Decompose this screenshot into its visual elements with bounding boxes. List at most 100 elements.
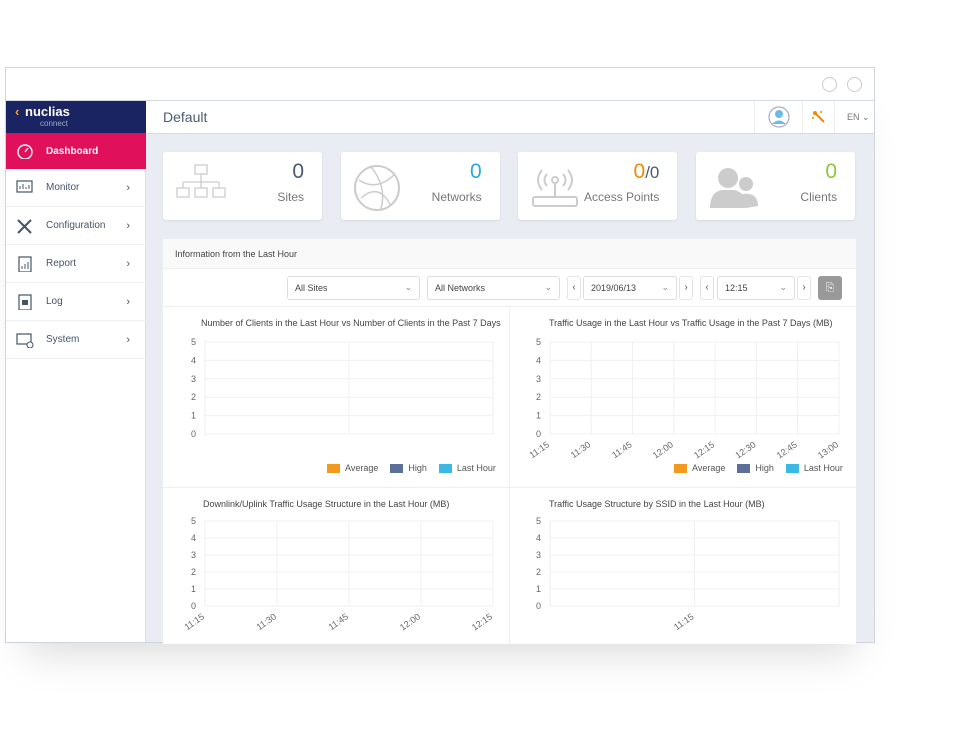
y-tick-label: 1 — [536, 411, 541, 421]
x-tick-label: 11:15 — [672, 611, 696, 632]
chart-title: Traffic Usage Structure by SSID in the L… — [549, 499, 765, 509]
sidebar-item-dashboard[interactable]: Dashboard — [6, 133, 146, 169]
stat-label: Sites — [277, 190, 304, 204]
stat-label: Clients — [800, 190, 838, 204]
sidebar-item-label: Report — [46, 258, 77, 269]
network-select-value: All Networks — [435, 283, 486, 293]
legend-item[interactable]: Average — [327, 463, 378, 474]
network-select[interactable]: All Networks ⌄ — [427, 276, 560, 300]
sites-icon — [176, 164, 226, 198]
logo-sub: connect — [40, 119, 69, 128]
chevron-right-icon: › — [126, 219, 130, 232]
y-tick-label: 3 — [536, 374, 541, 384]
search-report-button[interactable]: ⎘ — [818, 276, 842, 300]
wizard-button[interactable] — [802, 101, 834, 133]
y-tick-label: 0 — [536, 601, 541, 611]
sidebar-item-label: Configuration — [46, 220, 106, 231]
legend-swatch — [438, 464, 452, 474]
chart-3: 5 4 3 2 1 011:15 11:30 11:45 12:00 12:15 — [183, 516, 495, 633]
legend-item[interactable]: Last Hour — [438, 463, 496, 474]
y-tick-label: 2 — [536, 392, 541, 402]
dashboard-gauge-icon — [17, 144, 33, 159]
chart-title: Number of Clients in the Last Hour vs Nu… — [201, 318, 501, 328]
close-button[interactable] — [847, 77, 862, 92]
chevron-right-icon: › — [126, 181, 130, 194]
site-select[interactable]: All Sites ⌄ — [287, 276, 420, 300]
user-button[interactable] — [754, 101, 802, 133]
legend-swatch — [737, 464, 751, 474]
x-tick-label: 11:15 — [183, 611, 207, 632]
top-header: Default EN ⌄ — [146, 101, 874, 134]
stat-value: 0 — [825, 160, 838, 183]
stat-value: 0/0 — [633, 160, 660, 183]
chart-legend: Average High Last Hour — [327, 463, 496, 474]
sidebar-item-configuration[interactable]: Configuration › — [6, 207, 146, 245]
search-document-icon: ⎘ — [825, 282, 835, 294]
y-tick-label: 5 — [191, 516, 196, 526]
logo[interactable]: ‹ nuclias connect — [6, 101, 146, 133]
stat-card-sites[interactable]: 0 Sites — [163, 152, 322, 220]
chart-legend: Average High Last Hour — [674, 463, 843, 474]
date-select[interactable]: 2019/06/13 ⌄ — [583, 276, 677, 300]
sidebar-item-monitor[interactable]: Monitor › — [6, 169, 146, 207]
chevron-down-icon: ⌄ — [404, 282, 412, 292]
y-tick-label: 0 — [191, 601, 196, 611]
sidebar-item-report[interactable]: Report › — [6, 245, 146, 283]
chart-4: 5 4 3 2 1 0 11:15 — [536, 516, 840, 632]
prev-time-button[interactable]: ‹ — [700, 276, 714, 300]
log-icon — [18, 293, 32, 310]
stat-card-access-points[interactable]: 0/0 Access Points — [518, 152, 678, 220]
legend-item[interactable]: Last Hour — [785, 463, 843, 474]
y-tick-label: 0 — [536, 429, 541, 439]
y-tick-label: 1 — [191, 411, 196, 421]
stat-value: 0 — [292, 160, 304, 183]
stat-value: 0 — [470, 160, 482, 183]
sidebar-item-system[interactable]: System › — [6, 321, 146, 359]
title-bar — [6, 68, 874, 101]
chart-title: Downlink/Uplink Traffic Usage Structure … — [203, 499, 450, 509]
y-tick-label: 3 — [536, 550, 541, 560]
monitor-icon — [16, 179, 33, 193]
legend-item[interactable]: High — [737, 463, 774, 474]
prev-date-button[interactable]: ‹ — [567, 276, 581, 300]
next-time-button[interactable]: › — [797, 276, 811, 300]
stat-card-clients[interactable]: 0 Clients — [696, 152, 856, 220]
stat-total: /0 — [645, 163, 660, 182]
legend-item[interactable]: High — [390, 463, 427, 474]
y-tick-label: 1 — [191, 584, 196, 594]
y-tick-label: 2 — [191, 392, 196, 402]
sidebar-item-label: Log — [46, 296, 63, 307]
last-hour-panel: Information from the Last Hour All Sites… — [163, 239, 856, 644]
sidebar-item-log[interactable]: Log › — [6, 283, 146, 321]
stat-label: Access Points — [584, 190, 660, 204]
y-tick-label: 3 — [191, 374, 196, 384]
report-icon — [18, 255, 32, 272]
time-value: 12:15 — [725, 283, 748, 293]
networks-icon — [353, 165, 400, 211]
divider — [163, 487, 856, 488]
legend-item[interactable]: Average — [674, 463, 725, 474]
minimize-button[interactable] — [822, 77, 837, 92]
logo-chevron-icon: ‹ — [15, 104, 20, 119]
x-tick-label: 11:45 — [327, 611, 351, 632]
language-label: EN — [847, 112, 860, 122]
time-select[interactable]: 12:15 ⌄ — [717, 276, 795, 300]
sidebar-item-label: System — [46, 334, 80, 345]
access-point-icon — [532, 169, 579, 207]
chevron-right-icon: › — [126, 333, 130, 346]
y-tick-label: 5 — [536, 337, 541, 347]
stat-card-networks[interactable]: 0 Networks — [340, 152, 500, 220]
app-window: ‹ nuclias connect Dashboard Monitor › Co… — [5, 67, 875, 644]
y-tick-label: 4 — [536, 533, 541, 543]
chevron-down-icon: ⌄ — [544, 282, 552, 292]
next-date-button[interactable]: › — [679, 276, 693, 300]
divider — [509, 306, 510, 644]
language-select[interactable]: EN ⌄ — [834, 101, 874, 133]
y-tick-label: 4 — [191, 533, 196, 543]
chart-1: 5 4 3 2 1 0 — [191, 337, 494, 439]
legend-swatch — [785, 464, 799, 474]
panel-header: Information from the Last Hour — [163, 239, 856, 269]
y-tick-label: 1 — [536, 584, 541, 594]
y-tick-label: 0 — [191, 429, 196, 439]
